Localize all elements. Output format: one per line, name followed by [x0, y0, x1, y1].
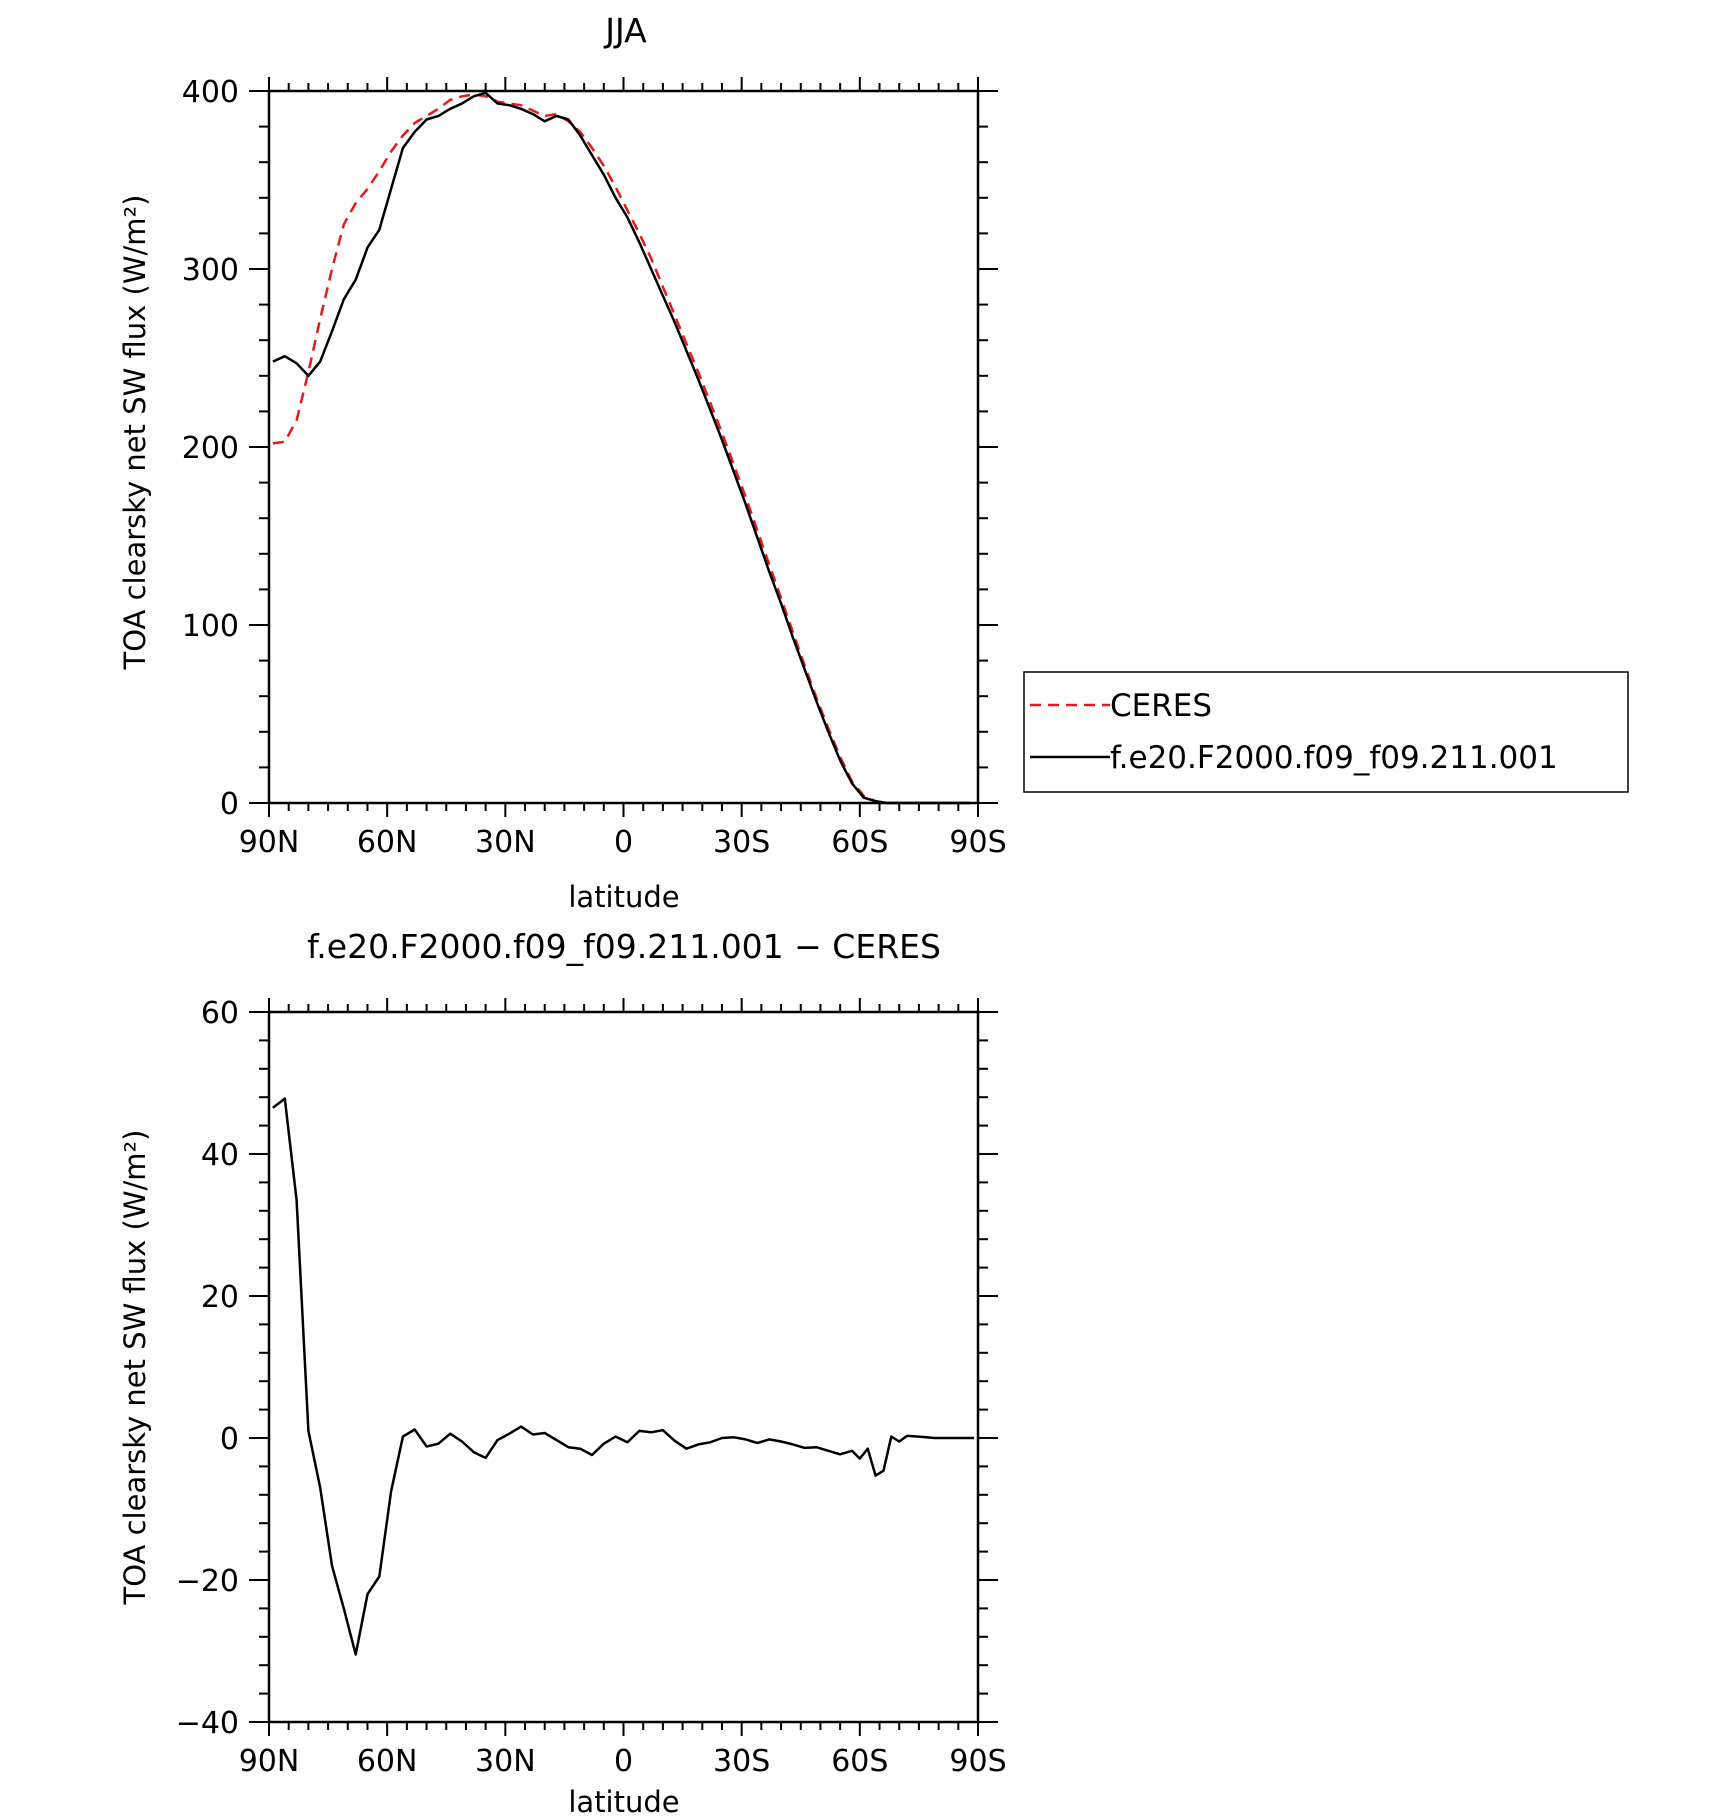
top-chart-title: JJA — [603, 11, 647, 50]
bottom-panel: f.e20.F2000.f09_f09.211.001 − CERES TOA … — [118, 927, 1007, 1816]
top-y-tick-label: 0 — [220, 787, 239, 822]
top-panel: JJA TOA clearsky net SW flux (W/m²) lati… — [118, 11, 1629, 914]
bottom-y-tick-label: 60 — [201, 996, 239, 1031]
top-x-tick-label: 60S — [831, 825, 888, 860]
top-x-tick-label: 30N — [475, 825, 536, 860]
bottom-y-tick-label: 0 — [220, 1422, 239, 1457]
bottom-x-tick-label: 60N — [357, 1744, 418, 1779]
top-x-tick-label: 90S — [949, 825, 1006, 860]
bottom-y-tick-label: −20 — [176, 1564, 239, 1599]
bottom-tick-marks — [249, 998, 998, 1736]
top-tick-labels: 90N 60N 30N 0 30S 60S 90S 0 100 200 300 400 — [182, 75, 1007, 860]
bottom-x-tick-label: 60S — [831, 1744, 888, 1779]
bottom-chart-title: f.e20.F2000.f09_f09.211.001 − CERES — [307, 927, 941, 966]
top-x-tick-label: 30S — [713, 825, 770, 860]
top-tick-marks — [249, 77, 998, 817]
top-x-tick-label: 0 — [614, 825, 633, 860]
top-series-lines — [272, 91, 971, 805]
bottom-plot-frame — [267, 1010, 980, 1724]
bottom-y-axis-label: TOA clearsky net SW flux (W/m²) — [118, 1130, 152, 1606]
bottom-x-tick-label: 90N — [239, 1744, 300, 1779]
bottom-x-tick-label: 0 — [614, 1744, 633, 1779]
top-x-axis-label: latitude — [568, 880, 679, 914]
top-y-tick-label: 100 — [182, 609, 239, 644]
legend-label-ceres: CERES — [1110, 688, 1212, 724]
top-y-tick-label: 400 — [182, 75, 239, 110]
top-y-tick-label: 200 — [182, 431, 239, 466]
top-x-tick-label: 60N — [357, 825, 418, 860]
bottom-tick-labels: 90N 60N 30N 0 30S 60S 90S −40 −20 0 20 40 60 — [176, 996, 1007, 1779]
bottom-x-tick-label: 30S — [713, 1744, 770, 1779]
top-plot-frame — [267, 89, 980, 805]
bottom-x-axis-label: latitude — [568, 1785, 679, 1816]
bottom-series-lines — [272, 1097, 975, 1656]
bottom-x-tick-label: 90S — [949, 1744, 1006, 1779]
legend-label-model: f.e20.F2000.f09_f09.211.001 — [1110, 740, 1558, 776]
bottom-x-tick-label: 30N — [475, 1744, 536, 1779]
top-x-tick-label: 90N — [239, 825, 300, 860]
top-series-line-1 — [272, 91, 971, 805]
top-y-tick-label: 300 — [182, 253, 239, 288]
legend: CERES f.e20.F2000.f09_f09.211.001 — [1023, 671, 1629, 793]
legend-box — [1023, 671, 1629, 793]
bottom-y-tick-label: 20 — [201, 1280, 239, 1315]
bottom-series-line-0 — [272, 1097, 975, 1656]
top-y-axis-label: TOA clearsky net SW flux (W/m²) — [118, 195, 152, 671]
bottom-y-tick-label: 40 — [201, 1138, 239, 1173]
top-series-line-0 — [272, 93, 971, 805]
bottom-y-tick-label: −40 — [176, 1706, 239, 1741]
